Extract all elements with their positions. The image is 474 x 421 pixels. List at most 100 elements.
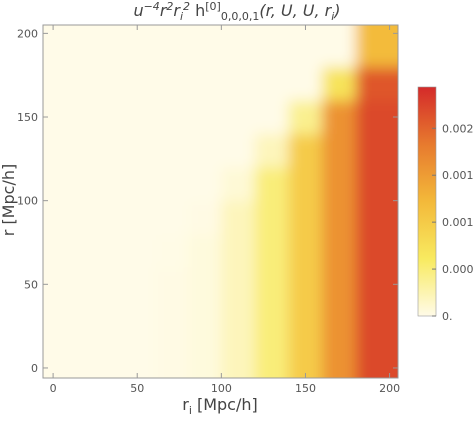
heat-cell — [254, 334, 290, 378]
heat-cell — [221, 301, 256, 336]
heat-cell — [288, 66, 323, 101]
title-part: i — [180, 10, 183, 23]
heat-cell — [120, 133, 155, 168]
heat-cell — [120, 66, 155, 101]
heat-cell — [120, 25, 155, 68]
heatmap-cells — [43, 25, 398, 378]
heat-cell — [288, 133, 323, 168]
heat-cell — [221, 267, 256, 302]
heat-cell — [322, 301, 357, 336]
heat-cell — [120, 234, 155, 269]
heat-cell — [86, 25, 121, 68]
heat-cell — [86, 301, 121, 336]
plot-frame — [42, 24, 399, 379]
colorbar-tick-label: 0. — [442, 310, 453, 323]
heat-cell — [154, 234, 189, 269]
title-part: u — [133, 1, 143, 20]
heat-cell — [120, 167, 155, 202]
heatmap — [43, 25, 398, 378]
heat-cell — [221, 133, 256, 168]
title-part: 0,0,0,1 — [221, 10, 259, 23]
heat-cell — [187, 66, 222, 101]
x-tick-label: 200 — [379, 382, 400, 395]
heat-cell — [154, 301, 189, 336]
heat-cell — [355, 100, 398, 135]
heat-cell — [288, 167, 323, 202]
heat-cell — [86, 200, 121, 235]
heat-cell — [86, 267, 121, 302]
y-axis-label: r [Mpc/h] — [0, 164, 18, 236]
heat-cell — [43, 200, 88, 235]
y-tick-label: 0 — [31, 362, 38, 375]
heat-cell — [43, 267, 88, 302]
heat-cell — [43, 234, 88, 269]
title-part: r — [160, 1, 168, 20]
heat-cell — [322, 133, 357, 168]
title-part: (r, U, U, r — [259, 1, 332, 20]
heat-cell — [254, 25, 290, 68]
x-label-part: [Mpc/h] — [192, 395, 258, 414]
heat-cell — [120, 301, 155, 336]
y-tick-label: 150 — [17, 111, 38, 124]
y-tick-label: 200 — [17, 27, 38, 40]
heat-cell — [355, 25, 398, 68]
heat-cell — [322, 167, 357, 202]
heat-cell — [355, 167, 398, 202]
heat-cell — [43, 301, 88, 336]
chart-title: u−4r2ri2 h[0]0,0,0,1(r, U, U, ri) — [133, 0, 340, 23]
heat-cell — [355, 133, 398, 168]
heat-cell — [43, 25, 88, 68]
heat-cell — [322, 334, 357, 378]
heat-cell — [221, 334, 256, 378]
heat-cell — [86, 66, 121, 101]
heat-cell — [43, 334, 88, 378]
x-axis-label: ri [Mpc/h] — [182, 395, 258, 417]
heat-cell — [187, 167, 222, 202]
colorbar-tick-label: 0.0020 — [442, 122, 474, 135]
heat-cell — [254, 133, 290, 168]
heat-cell — [288, 100, 323, 135]
x-tick-label: 100 — [211, 382, 232, 395]
heat-cell — [86, 167, 121, 202]
y-tick-label: 100 — [17, 195, 38, 208]
heat-cell — [322, 234, 357, 269]
heat-cell — [322, 66, 357, 101]
heat-cell — [120, 200, 155, 235]
title-part: 2 — [183, 0, 190, 13]
heat-cell — [154, 66, 189, 101]
heat-cell — [86, 100, 121, 135]
heat-cell — [187, 334, 222, 378]
heat-cell — [288, 234, 323, 269]
heat-cell — [288, 267, 323, 302]
heat-cell — [86, 334, 121, 378]
heat-cell — [154, 100, 189, 135]
heat-cell — [187, 200, 222, 235]
heat-cell — [154, 133, 189, 168]
title-part: r — [173, 1, 181, 20]
title-part: 2 — [166, 0, 173, 13]
heat-cell — [187, 25, 222, 68]
heat-cell — [221, 234, 256, 269]
heat-cell — [221, 200, 256, 235]
heat-cell — [221, 66, 256, 101]
heat-cell — [254, 234, 290, 269]
heat-cell — [120, 100, 155, 135]
title-part: −4 — [144, 0, 160, 13]
heat-cell — [86, 234, 121, 269]
title-part: ) — [333, 1, 340, 20]
heat-cell — [355, 66, 398, 101]
heat-cell — [187, 133, 222, 168]
heat-cell — [120, 334, 155, 378]
heat-cell — [254, 267, 290, 302]
heat-cell — [187, 301, 222, 336]
heat-cell — [86, 133, 121, 168]
x-label-part: i — [189, 404, 192, 417]
heat-cell — [154, 167, 189, 202]
heat-cell — [254, 301, 290, 336]
heat-cell — [288, 301, 323, 336]
heat-cell — [355, 267, 398, 302]
title-part: [0] — [205, 0, 221, 13]
